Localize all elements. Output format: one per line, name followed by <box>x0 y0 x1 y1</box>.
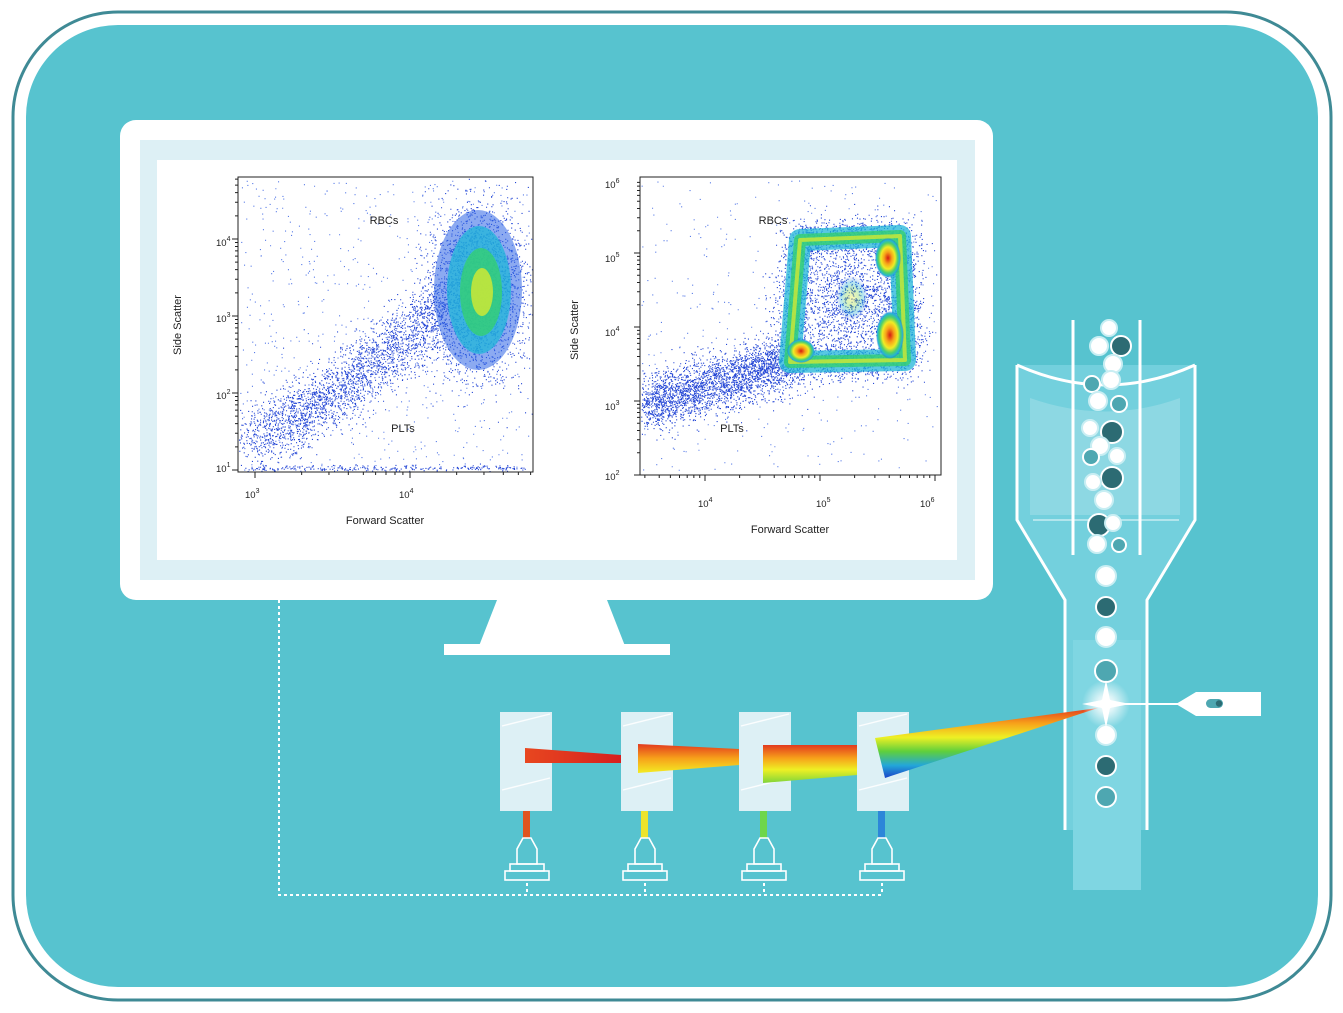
cell <box>1084 473 1102 491</box>
plot-left-rbc-label: RBCs <box>370 215 399 227</box>
cell <box>1095 626 1117 648</box>
cell <box>1100 319 1118 337</box>
photodetector-icon <box>504 837 905 881</box>
monitor-icon <box>120 120 993 655</box>
cell <box>1095 596 1117 618</box>
cell <box>1094 659 1118 683</box>
plot-left-plt-label: PLTs <box>391 423 415 435</box>
tick-label: 104 <box>216 236 231 249</box>
plot-right-x-tick-labels: 104 105 106 <box>698 497 935 510</box>
dispersed-light-beams <box>525 708 1098 783</box>
cell <box>1110 395 1128 413</box>
plot-left-tick-marks <box>232 178 532 478</box>
tick-label: 105 <box>605 252 620 265</box>
cell-stream <box>1081 319 1132 808</box>
cell <box>1088 391 1108 411</box>
beam-spectrum <box>875 708 1098 778</box>
cell <box>1082 448 1100 466</box>
detector-4 <box>859 837 905 881</box>
beam-2 <box>638 744 739 773</box>
event-dots <box>641 319 821 441</box>
plot-left-y-tick-labels: 104 103 102 101 <box>216 236 231 475</box>
tick-label: 103 <box>216 312 231 325</box>
tick-label: 104 <box>605 326 620 339</box>
event-dots <box>245 463 526 473</box>
tick-label: 106 <box>920 497 935 510</box>
scatter-plot-right: RBCs PLTs Forward Scatter Side Scatter 1… <box>569 176 942 536</box>
laser-icon <box>1108 692 1261 716</box>
plot-right-rbc-label: RBCs <box>759 215 788 227</box>
tick-label: 106 <box>605 178 620 191</box>
tick-label: 103 <box>245 488 260 501</box>
cell <box>1095 755 1117 777</box>
cell <box>1081 419 1099 437</box>
plot-right-y-axis-label: Side Scatter <box>569 300 581 360</box>
cell <box>1083 375 1101 393</box>
cell <box>1108 447 1126 465</box>
cell <box>1111 537 1127 553</box>
detector-3 <box>741 837 787 881</box>
cell <box>1104 514 1122 532</box>
tick-label: 105 <box>816 497 831 510</box>
plot-right-axes-box <box>639 176 942 476</box>
cell <box>1095 565 1117 587</box>
plot-right-tick-marks <box>634 181 936 481</box>
cell <box>1094 490 1114 510</box>
cell <box>1089 336 1109 356</box>
tick-label: 102 <box>216 389 231 402</box>
event-dots <box>239 255 479 473</box>
plot-right-plt-label: PLTs <box>720 423 744 435</box>
tick-marks <box>232 178 532 478</box>
plot-right-x-axis-label: Forward Scatter <box>751 524 830 536</box>
detector-1 <box>504 837 550 881</box>
plot-left-rbc-density <box>434 210 522 370</box>
detector-2 <box>622 837 668 881</box>
tick-marks <box>634 181 936 481</box>
cell <box>1110 335 1132 357</box>
cell <box>1101 370 1121 390</box>
cell <box>1087 534 1107 554</box>
scatter-plot-left: RBCs PLTs Forward Scatter Side Scatter 1… <box>172 176 534 527</box>
signal-connection-line <box>278 600 882 896</box>
beam-3 <box>763 745 857 783</box>
tick-label: 103 <box>605 400 620 413</box>
tick-label: 104 <box>698 497 713 510</box>
cell <box>1095 786 1117 808</box>
plot-right-rbc-density <box>779 225 916 373</box>
plot-right-y-tick-labels: 106 105 104 103 102 <box>605 178 620 483</box>
tick-label: 104 <box>399 488 414 501</box>
cell <box>1100 420 1124 444</box>
tick-label: 101 <box>216 462 231 475</box>
beam-1 <box>525 748 621 763</box>
plot-left-events <box>239 178 533 473</box>
tick-label: 102 <box>605 470 620 483</box>
detector-connection-stubs <box>526 883 883 895</box>
detector-fibers <box>523 811 885 838</box>
plot-left-x-axis-label: Forward Scatter <box>346 515 425 527</box>
cell <box>1100 466 1124 490</box>
plot-left-y-axis-label: Side Scatter <box>172 295 184 355</box>
plot-left-x-tick-labels: 103 104 <box>245 488 414 501</box>
laser-interrogation-flash <box>1082 680 1130 728</box>
